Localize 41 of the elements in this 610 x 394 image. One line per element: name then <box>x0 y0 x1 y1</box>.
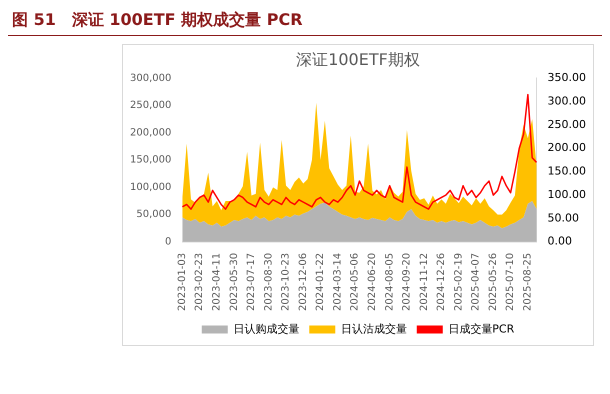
x-tick-label: 2025-08-25 <box>522 252 534 312</box>
y-tick-label: 50,000 <box>136 209 172 220</box>
x-tick-label: 2024-01-22 <box>315 252 326 312</box>
chart-title: 图 51 深证 100ETF 期权成交量 PCR <box>8 8 602 36</box>
x-tick-label: 2024-12-26 <box>436 252 448 312</box>
x-tick-label: 2025-07-10 <box>505 252 516 312</box>
x-tick-label: 2024-09-20 <box>402 252 413 312</box>
legend-label: 日认沽成交量 <box>340 322 407 336</box>
y2-tick-label: 200.00 <box>548 141 586 154</box>
x-tick-label: 2023-04-11 <box>212 252 222 312</box>
x-tick-label: 2023-02-23 <box>194 252 206 312</box>
legend-label: 日成交量PCR <box>448 322 515 336</box>
legend-label: 日认购成交量 <box>233 322 300 336</box>
y2-tick-label: 300.00 <box>548 94 586 108</box>
x-tick-label: 2025-05-26 <box>488 252 499 312</box>
x-tick-label: 2024-11-12 <box>418 252 430 312</box>
y-tick-label: 250,000 <box>130 100 172 112</box>
x-tick-label: 2024-05-06 <box>350 252 361 312</box>
x-tick-label: 2024-03-14 <box>332 252 344 312</box>
x-tick-label: 2024-08-05 <box>384 252 396 312</box>
y2-tick-label: 0.00 <box>548 234 572 248</box>
chart-subtitle: 深证100ETF期权 <box>296 50 420 69</box>
y-tick-label: 150,000 <box>130 154 172 166</box>
x-tick-label: 2024-06-20 <box>366 252 378 312</box>
y-tick-label: 200,000 <box>130 127 172 138</box>
y2-tick-label: 50.00 <box>548 211 580 224</box>
x-tick-label: 2023-07-17 <box>246 252 258 312</box>
y-tick-label: 0 <box>164 236 172 248</box>
y2-tick-label: 150.00 <box>548 164 586 178</box>
x-tick-label: 2023-12-06 <box>298 252 309 312</box>
y2-tick-label: 100.00 <box>548 188 586 201</box>
x-tick-label: 2023-01-03 <box>176 252 188 312</box>
x-tick-label: 2025-04-07 <box>470 252 482 312</box>
x-tick-label: 2023-10-23 <box>280 252 292 312</box>
x-tick-label: 2025-02-19 <box>453 252 464 312</box>
y2-tick-label: 350.00 <box>548 71 586 84</box>
y2-tick-label: 250.00 <box>548 118 586 131</box>
x-tick-label: 2023-08-30 <box>263 252 274 312</box>
y-tick-label: 300,000 <box>130 72 172 84</box>
x-tick-label: 2023-05-30 <box>228 252 240 312</box>
y-tick-label: 100,000 <box>130 182 172 193</box>
